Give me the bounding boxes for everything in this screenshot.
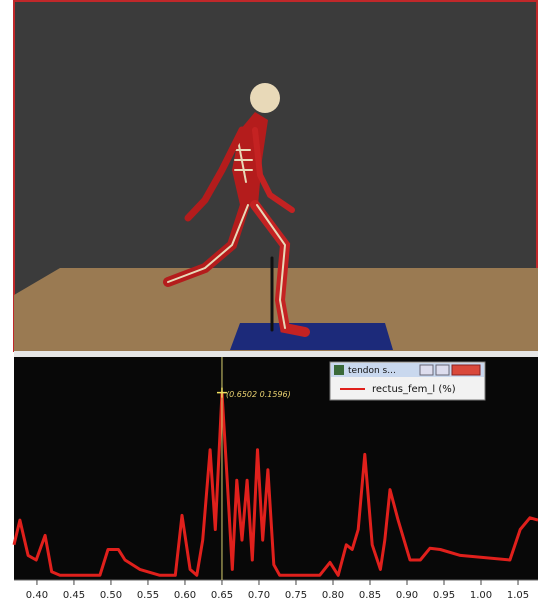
skull bbox=[250, 83, 280, 113]
page: {"legend_window": {"title": "tendon s...… bbox=[0, 0, 538, 603]
annotation: (0.6502 0.1596) bbox=[226, 390, 291, 399]
x-tick-label: 0.70 bbox=[248, 590, 270, 601]
x-tick-label: 0.75 bbox=[285, 590, 307, 601]
x-tick-label: 0.95 bbox=[433, 590, 455, 601]
x-tick-label: 0.65 bbox=[211, 590, 233, 601]
force-plate bbox=[230, 323, 393, 350]
x-tick-label: 0.45 bbox=[63, 590, 85, 601]
window-title: tendon s... bbox=[348, 366, 396, 376]
legend-label: rectus_fem_l (%) bbox=[372, 384, 456, 395]
splitter[interactable] bbox=[14, 351, 538, 357]
legend-window[interactable]: tendon s... rectus_fem_l (%) bbox=[330, 362, 485, 400]
close-button[interactable] bbox=[452, 365, 480, 375]
screen: (0.6502 0.1596) tendon s... rectus_fem_l… bbox=[0, 0, 538, 603]
x-tick-label: 0.40 bbox=[26, 590, 48, 601]
x-tick-label: 0.55 bbox=[137, 590, 159, 601]
window-icon bbox=[334, 365, 344, 375]
x-tick-label: 0.80 bbox=[322, 590, 344, 601]
x-tick-label: 0.85 bbox=[359, 590, 381, 601]
x-tick-label: 0.50 bbox=[100, 590, 122, 601]
x-tick-label: 0.90 bbox=[396, 590, 418, 601]
viewport bbox=[14, 1, 538, 351]
maximize-button[interactable] bbox=[436, 365, 449, 375]
minimize-button[interactable] bbox=[420, 365, 433, 375]
x-tick-label: 1.05 bbox=[507, 590, 529, 601]
x-tick-label: 1.00 bbox=[470, 590, 492, 601]
x-tick-label: 0.60 bbox=[174, 590, 196, 601]
